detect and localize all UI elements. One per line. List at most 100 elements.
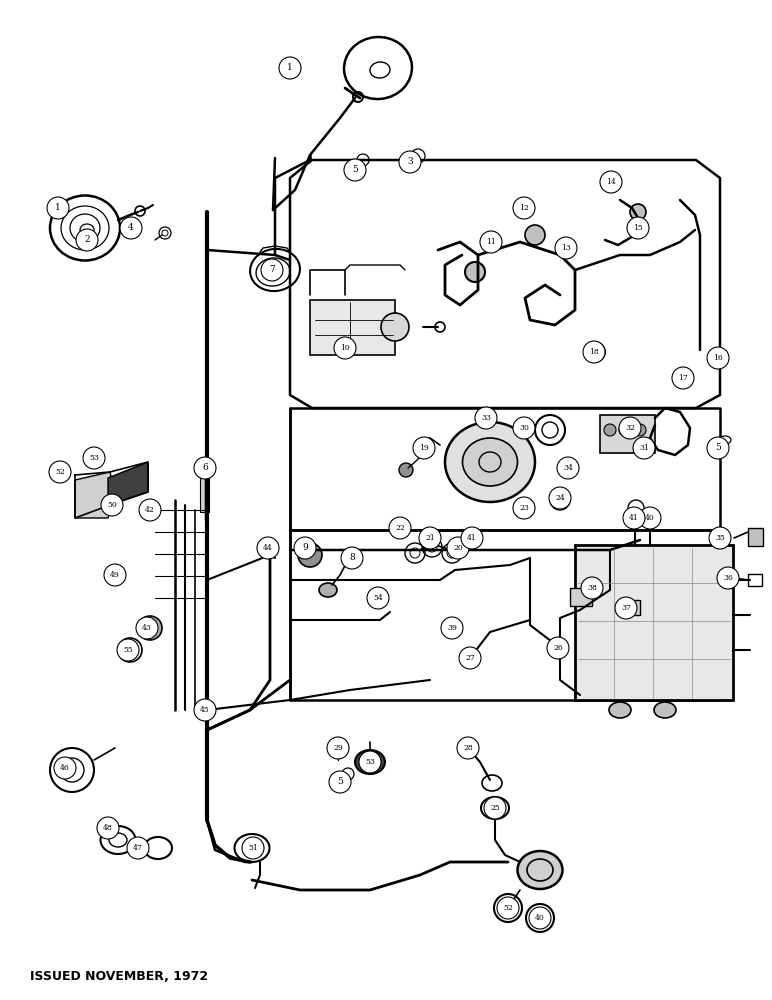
Text: 35: 35 <box>715 534 725 542</box>
Text: 53: 53 <box>365 758 375 766</box>
Circle shape <box>294 537 316 559</box>
Text: 54: 54 <box>373 594 383 602</box>
Text: 50: 50 <box>107 501 117 509</box>
Circle shape <box>83 447 105 469</box>
Circle shape <box>341 547 363 569</box>
Polygon shape <box>108 462 148 505</box>
Circle shape <box>672 367 694 389</box>
Circle shape <box>334 337 356 359</box>
Text: 2: 2 <box>84 235 90 244</box>
Circle shape <box>139 499 161 521</box>
Circle shape <box>136 617 158 639</box>
Circle shape <box>549 487 571 509</box>
Circle shape <box>257 537 279 559</box>
Text: 4: 4 <box>128 224 134 232</box>
Text: 29: 29 <box>334 744 343 752</box>
Text: 47: 47 <box>133 844 143 852</box>
Bar <box>620 600 640 615</box>
Text: 18: 18 <box>589 348 599 356</box>
Text: 5: 5 <box>715 444 721 452</box>
Text: 31: 31 <box>639 444 649 452</box>
Circle shape <box>261 259 283 281</box>
Text: 44: 44 <box>263 544 273 552</box>
Circle shape <box>639 507 661 529</box>
Circle shape <box>389 517 411 539</box>
Circle shape <box>97 817 119 839</box>
Circle shape <box>329 771 351 793</box>
Text: 10: 10 <box>340 344 350 352</box>
Circle shape <box>117 639 139 661</box>
Text: 30: 30 <box>519 424 529 432</box>
Circle shape <box>619 424 631 436</box>
Bar <box>310 300 395 355</box>
Text: 13: 13 <box>561 244 571 252</box>
Bar <box>570 588 592 606</box>
Text: 15: 15 <box>633 224 643 232</box>
Circle shape <box>619 417 641 439</box>
Circle shape <box>399 463 413 477</box>
Text: 39: 39 <box>447 624 457 632</box>
Circle shape <box>457 737 479 759</box>
Circle shape <box>447 537 469 559</box>
Text: 45: 45 <box>200 706 210 714</box>
Polygon shape <box>75 472 115 518</box>
Text: 8: 8 <box>349 554 355 562</box>
Circle shape <box>413 437 435 459</box>
Text: 48: 48 <box>103 824 113 832</box>
Circle shape <box>497 897 519 919</box>
Circle shape <box>242 837 264 859</box>
Text: 26: 26 <box>553 644 563 652</box>
Text: 3: 3 <box>407 157 413 166</box>
Circle shape <box>480 231 502 253</box>
Ellipse shape <box>654 702 676 718</box>
Circle shape <box>138 616 162 640</box>
Circle shape <box>327 737 349 759</box>
Text: 21: 21 <box>425 534 435 542</box>
Circle shape <box>367 587 389 609</box>
Circle shape <box>525 225 545 245</box>
Text: 22: 22 <box>395 524 405 532</box>
Text: 14: 14 <box>606 178 616 186</box>
Circle shape <box>557 457 579 479</box>
Text: 33: 33 <box>481 414 491 422</box>
Circle shape <box>441 617 463 639</box>
Circle shape <box>344 159 366 181</box>
Ellipse shape <box>355 750 385 774</box>
Ellipse shape <box>381 313 409 341</box>
Circle shape <box>120 217 142 239</box>
Circle shape <box>104 564 126 586</box>
Text: 51: 51 <box>248 844 258 852</box>
Text: 23: 23 <box>519 504 529 512</box>
Ellipse shape <box>462 438 517 486</box>
Text: 32: 32 <box>625 424 635 432</box>
Circle shape <box>604 424 616 436</box>
Circle shape <box>76 229 98 251</box>
Circle shape <box>583 341 605 363</box>
Text: 11: 11 <box>486 238 496 246</box>
Circle shape <box>194 699 216 721</box>
Circle shape <box>298 543 322 567</box>
Text: 9: 9 <box>302 544 308 552</box>
Circle shape <box>475 407 497 429</box>
Circle shape <box>399 151 421 173</box>
Text: 28: 28 <box>463 744 473 752</box>
Ellipse shape <box>609 702 631 718</box>
Circle shape <box>623 507 645 529</box>
Text: 52: 52 <box>503 904 513 912</box>
Circle shape <box>717 567 739 589</box>
Ellipse shape <box>517 851 563 889</box>
Text: 7: 7 <box>269 265 275 274</box>
Text: 52: 52 <box>55 468 65 476</box>
Circle shape <box>127 837 149 859</box>
Circle shape <box>47 197 69 219</box>
Circle shape <box>630 204 646 220</box>
Bar <box>575 545 733 700</box>
Circle shape <box>707 437 729 459</box>
Circle shape <box>581 577 603 599</box>
Circle shape <box>54 757 76 779</box>
Text: 16: 16 <box>713 354 723 362</box>
Circle shape <box>600 171 622 193</box>
Ellipse shape <box>319 583 337 597</box>
Text: 20: 20 <box>453 544 463 552</box>
Circle shape <box>627 217 649 239</box>
